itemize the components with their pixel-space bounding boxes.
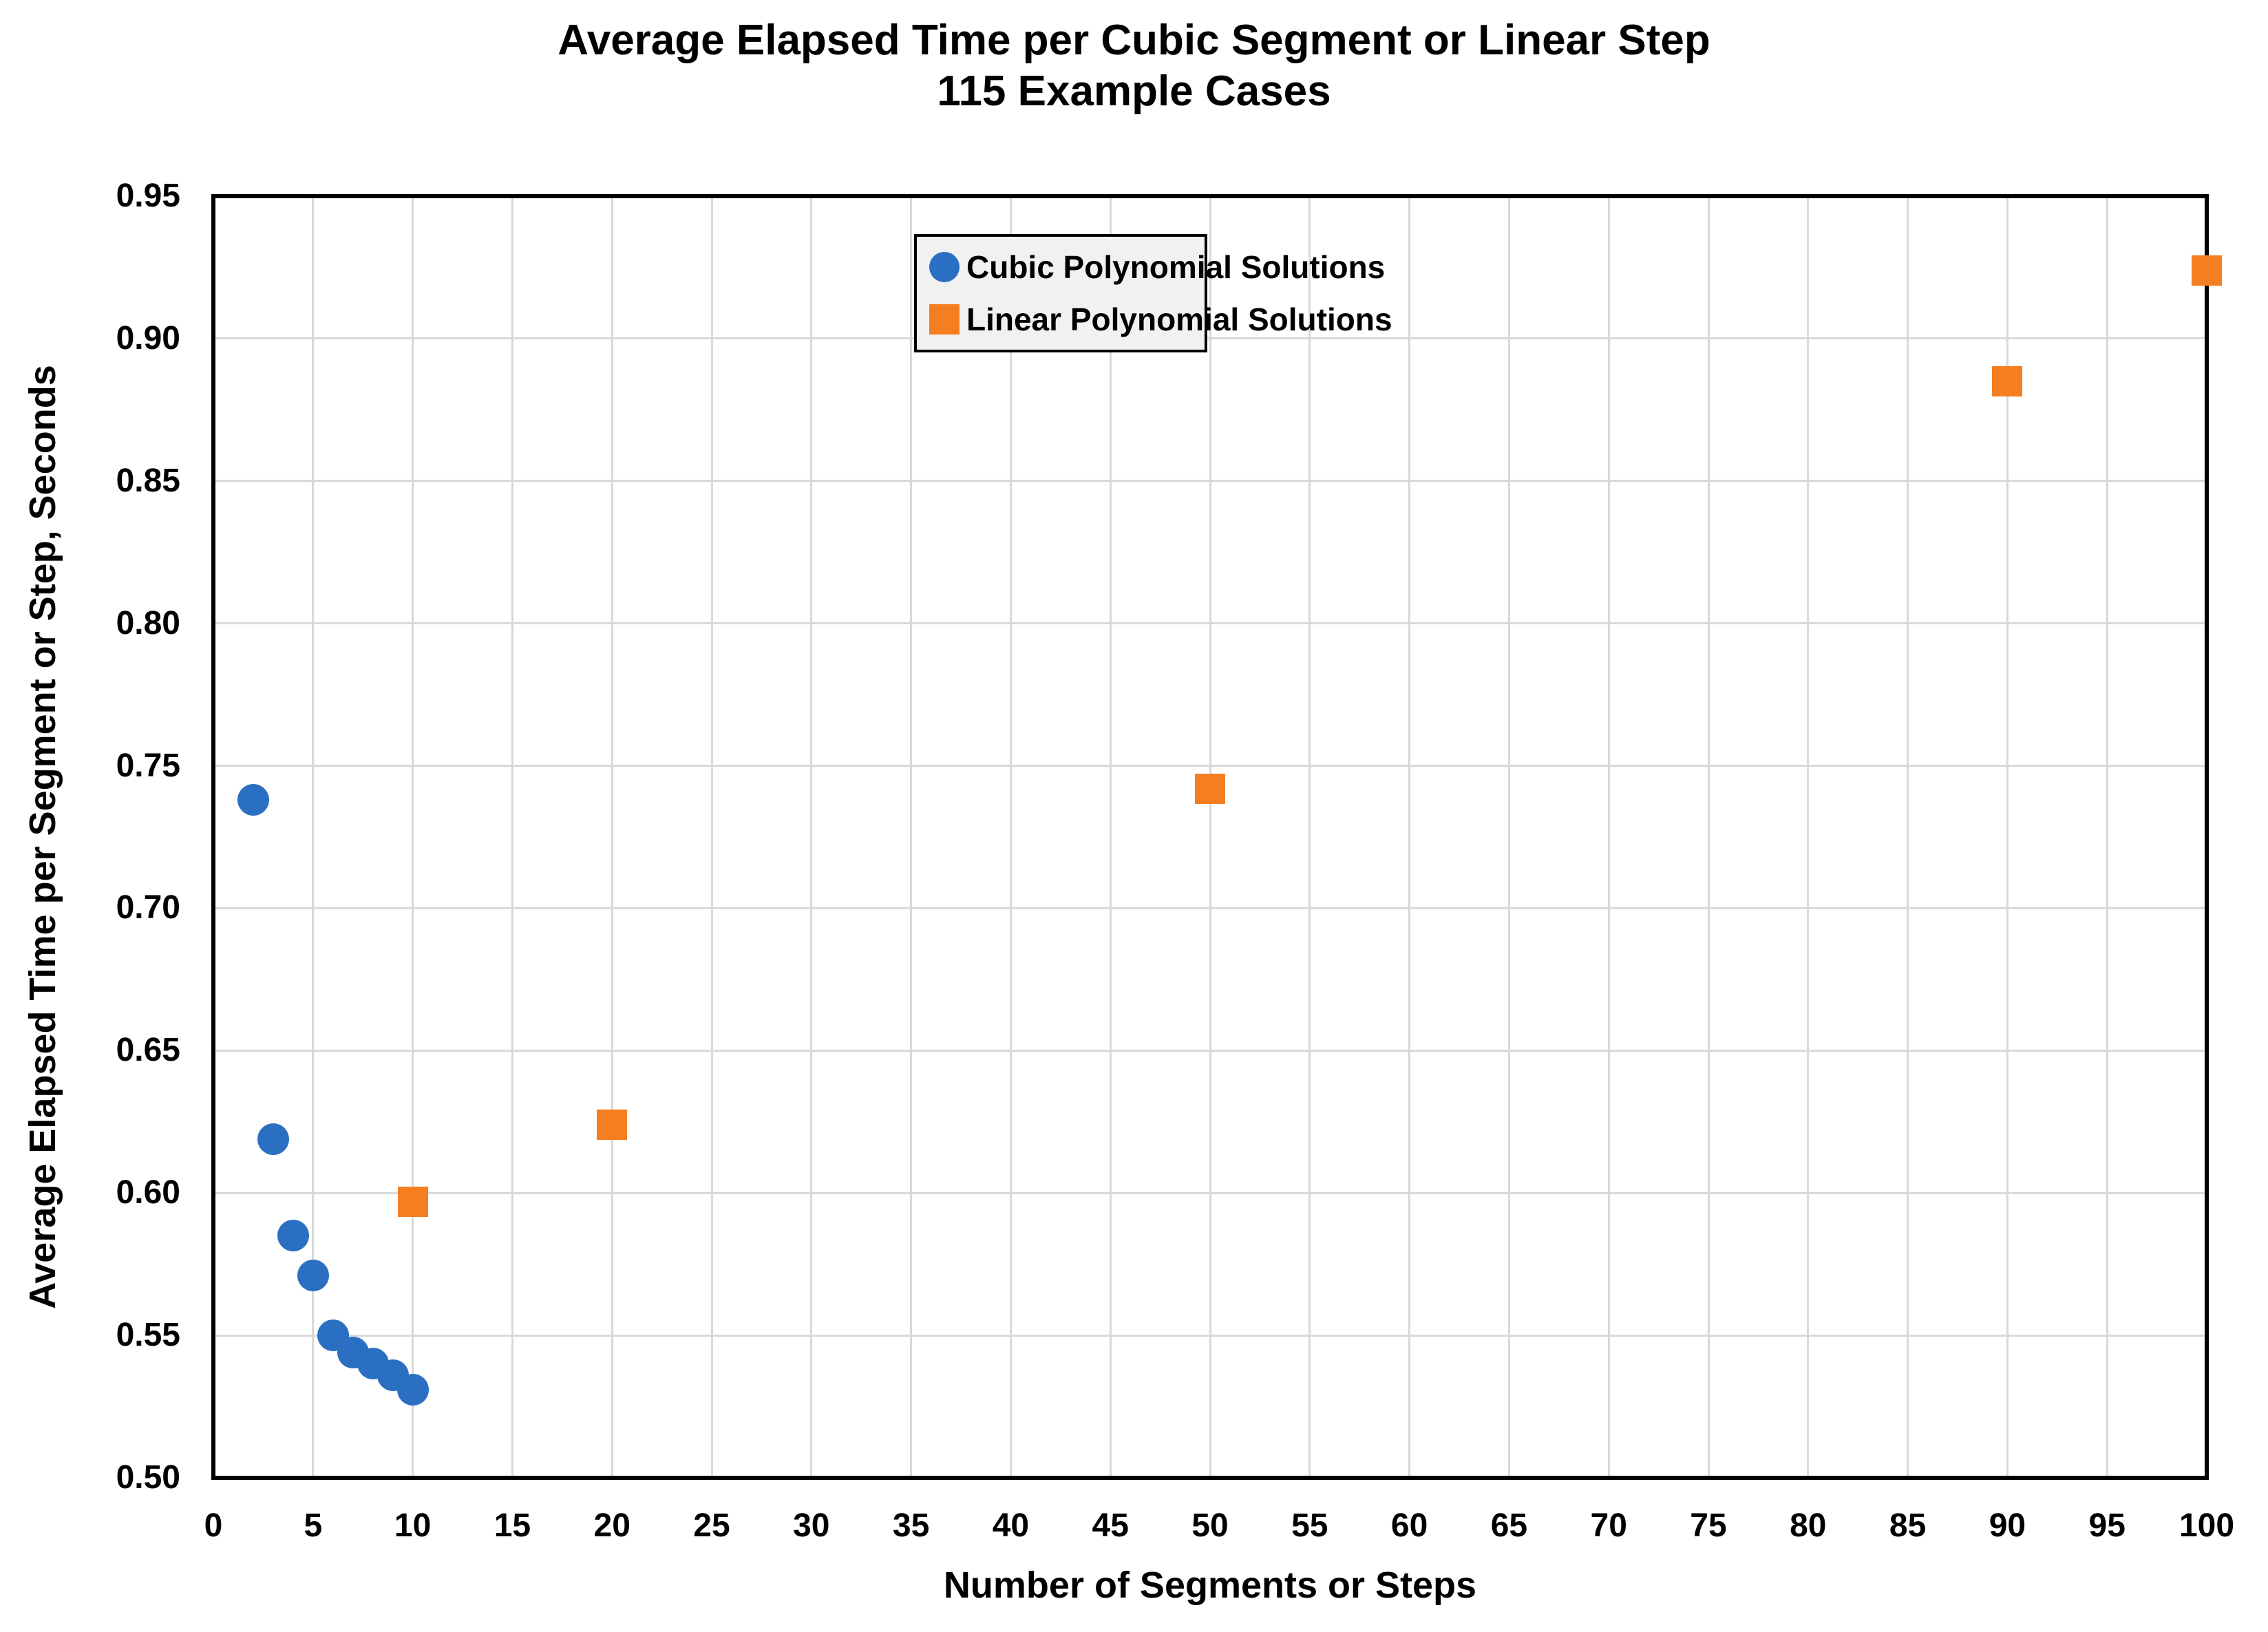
y-tick-label: 0.85	[116, 462, 180, 499]
vertical-gridline	[1308, 196, 1311, 1478]
vertical-gridline	[611, 196, 613, 1478]
y-tick-label: 0.75	[116, 747, 180, 784]
data-point-cubic	[396, 1373, 429, 1406]
vertical-gridline	[2106, 196, 2108, 1478]
horizontal-gridline	[213, 1049, 2207, 1052]
vertical-gridline	[1408, 196, 1411, 1478]
x-tick-label: 95	[2088, 1507, 2126, 1544]
vertical-gridline	[1507, 196, 1510, 1478]
legend-label-linear: Linear Polynomial Solutions	[966, 301, 1392, 337]
data-point-linear	[397, 1186, 428, 1217]
vertical-gridline	[710, 196, 713, 1478]
x-tick-label: 90	[1989, 1507, 2026, 1544]
vertical-gridline	[1707, 196, 1710, 1478]
x-tick-label: 30	[793, 1507, 830, 1544]
y-axis-title: Average Elapsed Time per Segment or Step…	[22, 365, 63, 1309]
vertical-gridline	[1109, 196, 1112, 1478]
x-tick-label: 80	[1790, 1507, 1827, 1544]
x-tick-label: 5	[304, 1507, 323, 1544]
data-point-linear	[1195, 773, 1225, 804]
x-tick-label: 35	[892, 1507, 930, 1544]
x-tick-label: 50	[1191, 1507, 1229, 1544]
vertical-gridline	[2006, 196, 2009, 1478]
x-tick-label: 60	[1390, 1507, 1428, 1544]
horizontal-gridline	[213, 1334, 2207, 1337]
y-tick-label: 0.65	[116, 1032, 180, 1069]
vertical-gridline	[1607, 196, 1610, 1478]
legend-label-cubic: Cubic Polynomial Solutions	[966, 249, 1386, 285]
vertical-gridline	[1807, 196, 1810, 1478]
vertical-gridline	[1209, 196, 1211, 1478]
chart-title-line2: 115 Example Cases	[937, 67, 1331, 115]
y-tick-label: 0.80	[116, 604, 180, 642]
x-tick-label: 15	[494, 1507, 531, 1544]
data-point-linear	[1992, 365, 2023, 396]
x-axis-title: Number of Segments or Steps	[943, 1565, 1477, 1606]
horizontal-gridline	[213, 907, 2207, 909]
x-tick-label: 0	[204, 1507, 223, 1544]
x-tick-label: 55	[1291, 1507, 1328, 1544]
x-tick-label: 75	[1690, 1507, 1727, 1544]
chart-title: Average Elapsed Time per Cubic Segment o…	[0, 15, 2268, 117]
horizontal-gridline	[213, 622, 2207, 625]
x-tick-label: 40	[992, 1507, 1030, 1544]
data-point-cubic	[277, 1220, 309, 1252]
data-point-cubic	[257, 1123, 289, 1155]
horizontal-gridline	[213, 337, 2207, 340]
x-tick-label: 20	[593, 1507, 630, 1544]
y-tick-label: 0.90	[116, 319, 180, 357]
x-tick-label: 100	[2179, 1507, 2235, 1544]
data-point-linear	[597, 1109, 628, 1140]
chart-legend: Cubic Polynomial Solutions Linear Polyno…	[914, 234, 1392, 352]
horizontal-gridline	[213, 1191, 2207, 1194]
x-tick-label: 25	[693, 1507, 730, 1544]
x-tick-label: 85	[1889, 1507, 1927, 1544]
x-tick-label: 70	[1590, 1507, 1627, 1544]
vertical-gridline	[511, 196, 513, 1478]
data-point-cubic	[237, 784, 269, 816]
legend-item-cubic: Cubic Polynomial Solutions	[929, 248, 1385, 286]
y-tick-label: 0.95	[116, 178, 180, 214]
vertical-gridline	[412, 196, 414, 1478]
cubic-series-marker-icon	[929, 252, 960, 282]
vertical-gridline	[910, 196, 913, 1478]
vertical-gridline	[312, 196, 315, 1478]
y-tick-label: 0.70	[116, 889, 180, 926]
y-tick-label: 0.60	[116, 1174, 180, 1211]
data-point-cubic	[297, 1260, 329, 1292]
y-tick-label: 0.50	[116, 1459, 180, 1496]
horizontal-gridline	[213, 765, 2207, 767]
legend-item-linear: Linear Polynomial Solutions	[929, 301, 1392, 338]
horizontal-gridline	[213, 480, 2207, 483]
vertical-gridline	[1907, 196, 1909, 1478]
vertical-gridline	[1009, 196, 1012, 1478]
x-tick-label: 45	[1092, 1507, 1129, 1544]
x-tick-label: 65	[1490, 1507, 1528, 1544]
y-tick-label: 0.55	[116, 1317, 180, 1354]
linear-series-marker-icon	[929, 304, 960, 335]
x-tick-label: 10	[394, 1507, 432, 1544]
vertical-gridline	[810, 196, 813, 1478]
chart-title-line1: Average Elapsed Time per Cubic Segment o…	[558, 17, 1710, 64]
data-point-linear	[2192, 255, 2222, 286]
